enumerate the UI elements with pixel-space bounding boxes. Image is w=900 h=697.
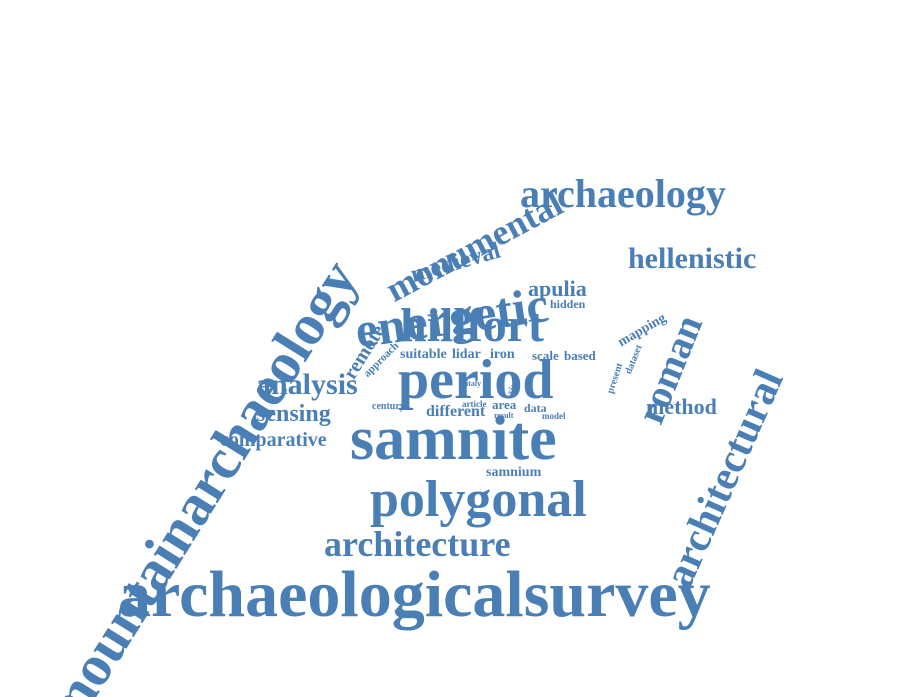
word-scale: scale <box>532 348 559 363</box>
word-comparative: comparative <box>220 429 327 451</box>
word-apulia: apulia <box>528 276 587 301</box>
word-different: different <box>426 403 486 420</box>
word-hidden: hidden <box>550 297 586 311</box>
word-architecture: architecture <box>324 524 511 564</box>
word-century: century <box>372 401 405 412</box>
word-sensing: sensing <box>256 401 331 427</box>
word-lidar: lidar <box>452 347 481 362</box>
word-archaeology: archaeology <box>520 171 726 216</box>
word-period: period <box>398 349 554 411</box>
word-based: based <box>564 348 596 363</box>
word-model: model <box>542 411 566 421</box>
word-samnium: samnium <box>486 465 542 480</box>
word-result: result <box>494 411 514 420</box>
word-hellenistic: hellenistic <box>628 242 757 275</box>
word-iron: iron <box>490 347 515 362</box>
word-area: area <box>492 397 517 412</box>
word-italy: italy <box>466 379 482 388</box>
word-suitable: suitable <box>400 347 447 362</box>
word-samnite: samnite <box>350 405 557 473</box>
word-data: data <box>524 401 547 415</box>
word-present: present <box>605 361 626 396</box>
word-polygonal: polygonal <box>370 471 587 528</box>
word-method: method <box>646 394 717 419</box>
word-article: article <box>462 399 487 409</box>
word-hillfort: hillfort <box>400 299 544 352</box>
word-analysis: analysis <box>256 368 358 401</box>
word-dataset: dataset <box>623 343 645 376</box>
word-archaeologicalsurvey: archaeologicalsurvey <box>118 558 711 631</box>
